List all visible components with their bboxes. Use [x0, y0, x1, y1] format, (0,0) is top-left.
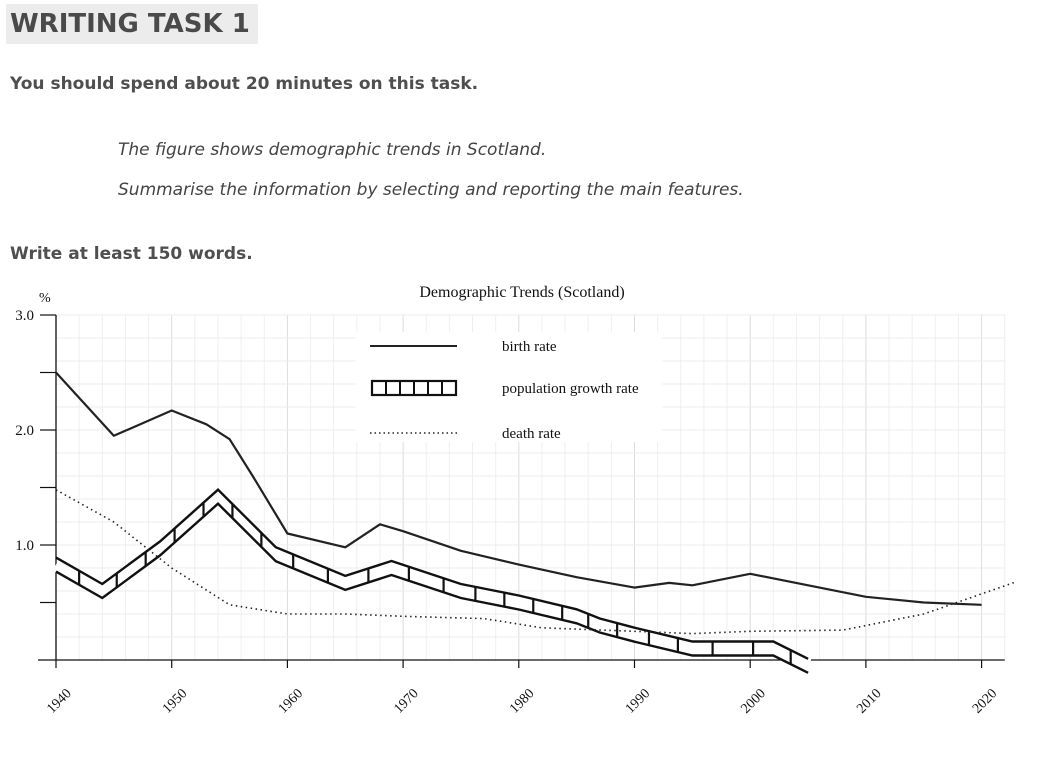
x-tick-label: 1980: [507, 686, 537, 716]
y-tick-label: 3.0: [15, 308, 34, 324]
x-tick-label: 1970: [391, 686, 421, 716]
population-growth-rate-band-fill: [52, 487, 812, 673]
y-tick-label: 2.0: [15, 423, 34, 439]
x-tick-label: 1940: [44, 686, 74, 716]
task-prompt-line-1: The figure shows demographic trends in S…: [118, 140, 547, 160]
task-heading: WRITING TASK 1: [6, 4, 258, 44]
chart-legend: birth rate population growth rate death ra…: [356, 332, 662, 442]
x-tick-label: 2010: [854, 686, 884, 716]
demographic-trends-chart: Demographic Trends (Scotland) % 1.0 2.0 3.…: [15, 284, 1017, 717]
y-tick-label: 1.0: [15, 538, 34, 554]
legend-label-death-rate: death rate: [502, 426, 561, 442]
x-tick-label: 2020: [970, 686, 1000, 716]
task-prompt-line-2: Summarise the information by selecting a…: [118, 180, 744, 200]
time-instruction: You should spend about 20 minutes on thi…: [10, 74, 479, 94]
x-tick-label: 1960: [276, 686, 306, 716]
legend-label-birth-rate: birth rate: [502, 339, 557, 355]
birth-rate-line: [55, 371, 982, 606]
x-tick-label: 1950: [160, 686, 190, 716]
x-tick-label: 1990: [623, 686, 653, 716]
legend-label-population-growth-rate: population growth rate: [502, 381, 639, 397]
x-tick-label: 2000: [739, 686, 769, 716]
y-axis-unit-label: %: [39, 291, 51, 306]
word-count-instruction: Write at least 150 words.: [10, 244, 253, 264]
population-growth-rate-upper-edge: [55, 488, 809, 660]
chart-title: Demographic Trends (Scotland): [419, 284, 624, 301]
population-growth-rate-lower-edge: [55, 502, 809, 674]
series-layer: [52, 371, 1017, 674]
